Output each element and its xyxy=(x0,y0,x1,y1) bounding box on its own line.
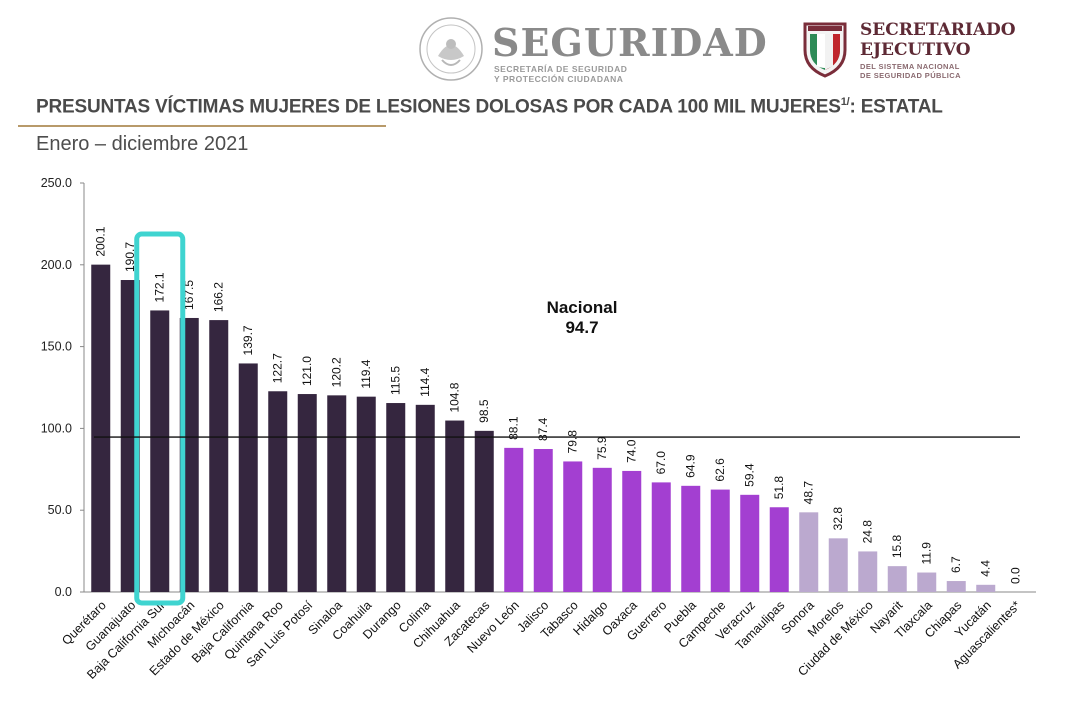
bar xyxy=(91,264,111,592)
bar-value-label: 87.4 xyxy=(536,417,550,441)
bar-value-label: 0.0 xyxy=(1008,567,1022,584)
chart-title-footnote-mark: 1/ xyxy=(840,96,850,108)
bar xyxy=(327,395,347,592)
bar-value-label: 190.7 xyxy=(123,242,137,272)
bar-value-label: 121.0 xyxy=(300,356,314,386)
bar xyxy=(681,485,701,592)
bar xyxy=(150,310,170,592)
national-seal-logo xyxy=(419,17,483,81)
bar xyxy=(976,584,996,592)
bar xyxy=(533,449,553,592)
bar-value-label: 200.1 xyxy=(94,226,108,256)
brand-title: SEGURIDAD xyxy=(492,20,768,65)
sesnsp-subtitle-line-1: DEL SISTEMA NACIONAL xyxy=(860,62,960,71)
y-tick-label: 200.0 xyxy=(41,258,72,272)
bar xyxy=(887,566,907,592)
chart-title-text: PRESUNTAS VÍCTIMAS MUJERES DE LESIONES D… xyxy=(36,96,841,118)
bar-value-label: 24.8 xyxy=(861,520,875,544)
bar xyxy=(297,394,317,592)
bar-value-label: 122.7 xyxy=(271,353,285,383)
bar-value-label: 166.2 xyxy=(212,282,226,312)
chart-title: PRESUNTAS VÍCTIMAS MUJERES DE LESIONES D… xyxy=(36,96,943,118)
y-tick-label: 0.0 xyxy=(55,585,72,599)
sesnsp-title: SECRETARIADO EJECUTIVO xyxy=(860,20,1030,60)
bar xyxy=(917,572,937,592)
bar xyxy=(710,489,730,592)
bar-value-label: 6.7 xyxy=(949,556,963,573)
bar xyxy=(946,581,966,592)
bar xyxy=(799,512,819,592)
title-divider xyxy=(18,125,386,127)
brand-subtitle-line-2: Y PROTECCIÓN CIUDADANA xyxy=(494,74,624,84)
national-label: Nacional xyxy=(547,298,618,317)
sesnsp-shield-logo xyxy=(803,22,847,78)
sesnsp-title-line-1: SECRETARIADO xyxy=(860,20,1016,40)
bar xyxy=(504,447,524,592)
bar xyxy=(769,507,789,592)
brand-subtitle-line-1: SECRETARÍA DE SEGURIDAD xyxy=(494,64,628,74)
chart-subtitle: Enero – diciembre 2021 xyxy=(36,133,249,155)
bar-value-label: 64.9 xyxy=(684,454,698,478)
header: SEGURIDAD SECRETARÍA DE SEGURIDAD Y PROT… xyxy=(412,10,1022,90)
y-tick-label: 100.0 xyxy=(41,421,72,435)
sesnsp-title-line-2: EJECUTIVO xyxy=(860,40,971,60)
highlight-box xyxy=(134,231,186,606)
y-tick-label: 150.0 xyxy=(41,340,72,354)
bar xyxy=(740,494,760,592)
bar xyxy=(592,467,612,592)
chart-title-suffix: : ESTATAL xyxy=(849,96,943,118)
national-value: 94.7 xyxy=(565,318,598,337)
bar-value-label: 139.7 xyxy=(241,325,255,355)
bar xyxy=(268,391,288,592)
bar-value-label: 4.4 xyxy=(979,560,993,577)
bar-value-label: 48.7 xyxy=(802,481,816,505)
bar xyxy=(622,470,642,592)
sesnsp-subtitle-line-2: DE SEGURIDAD PÚBLICA xyxy=(860,71,961,80)
bar-value-label: 75.9 xyxy=(595,436,609,460)
bar-value-label: 88.1 xyxy=(507,416,521,440)
bar-value-label: 15.8 xyxy=(890,534,904,558)
bar xyxy=(386,403,406,592)
bar-value-label: 51.8 xyxy=(772,476,786,500)
bar-value-label: 104.8 xyxy=(448,382,462,412)
bar-value-label: 167.5 xyxy=(182,280,196,310)
bar-value-label: 120.2 xyxy=(330,357,344,387)
bar xyxy=(445,420,465,592)
bar-value-label: 98.5 xyxy=(477,399,491,423)
y-tick-label: 50.0 xyxy=(48,503,72,517)
bar xyxy=(651,482,671,592)
bar-value-label: 119.4 xyxy=(359,359,373,388)
bar-value-label: 67.0 xyxy=(654,451,668,475)
bar xyxy=(858,551,878,592)
bar-value-label: 32.8 xyxy=(831,507,845,531)
bar-value-label: 62.6 xyxy=(713,458,727,482)
bar xyxy=(238,363,258,592)
bar xyxy=(828,538,848,592)
sesnsp-subtitle: DEL SISTEMA NACIONAL DE SEGURIDAD PÚBLIC… xyxy=(860,62,1030,80)
bar-value-label: 11.9 xyxy=(920,542,934,565)
bar xyxy=(474,430,494,592)
bar xyxy=(356,396,376,592)
brand-subtitle: SECRETARÍA DE SEGURIDAD Y PROTECCIÓN CIU… xyxy=(494,64,734,84)
bar-value-label: 114.4 xyxy=(418,367,432,396)
bar-value-label: 115.5 xyxy=(389,366,403,395)
bar-value-label: 79.8 xyxy=(566,430,580,454)
bar xyxy=(563,461,583,592)
bar xyxy=(415,404,435,592)
bar xyxy=(209,320,229,592)
bar-value-label: 59.4 xyxy=(743,463,757,487)
bar-value-label: 74.0 xyxy=(625,439,639,463)
bar-value-label: 172.1 xyxy=(153,272,167,302)
y-tick-label: 250.0 xyxy=(41,176,72,190)
